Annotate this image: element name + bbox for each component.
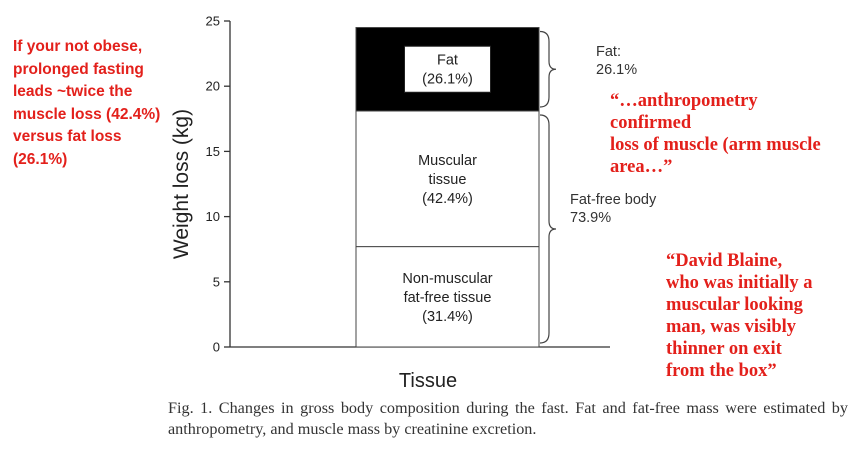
y-tick-label: 25 <box>206 14 220 29</box>
bar-label-box-2 <box>404 45 491 93</box>
bar-label-1: (42.4%) <box>422 191 473 207</box>
bar-label-2: (26.1%) <box>422 72 473 88</box>
bar-segment-1 <box>355 110 540 248</box>
y-tick-label: 20 <box>206 79 220 94</box>
bracket-label-1: 73.9% <box>570 210 611 226</box>
bar-label-0: Non-muscular <box>402 271 492 287</box>
left-annotation: If your not obese, prolonged fasting lea… <box>13 38 161 168</box>
bar-label-0: (31.4%) <box>422 309 473 325</box>
y-axis-title: Weight loss (kg) <box>170 109 193 259</box>
y-tick-label: 5 <box>213 274 220 289</box>
y-tick-label: 0 <box>213 340 220 355</box>
y-tick-label: 10 <box>206 209 220 224</box>
bracket-label-0: Fat: <box>596 44 621 60</box>
bar-label-1: tissue <box>429 172 467 188</box>
bracket-0 <box>539 30 557 108</box>
x-axis-title: Tissue <box>399 370 457 392</box>
david-blaine-quote: “David Blaine, who was initially a muscu… <box>666 251 813 381</box>
bar-label-0: fat-free tissue <box>404 290 492 306</box>
figure-caption: Fig. 1. Changes in gross body compositio… <box>168 399 848 438</box>
y-tick-label: 15 <box>206 144 220 159</box>
anthropometry-quote: “…anthropometry confirmed loss of muscle… <box>610 91 821 177</box>
bar-label-1: Muscular <box>418 153 477 169</box>
bracket-1 <box>539 114 557 344</box>
bar-segment-0 <box>355 246 540 348</box>
bracket-label-1: Fat-free body <box>570 192 657 208</box>
bar-label-2: Fat <box>437 53 458 69</box>
bracket-label-0: 26.1% <box>596 62 637 78</box>
